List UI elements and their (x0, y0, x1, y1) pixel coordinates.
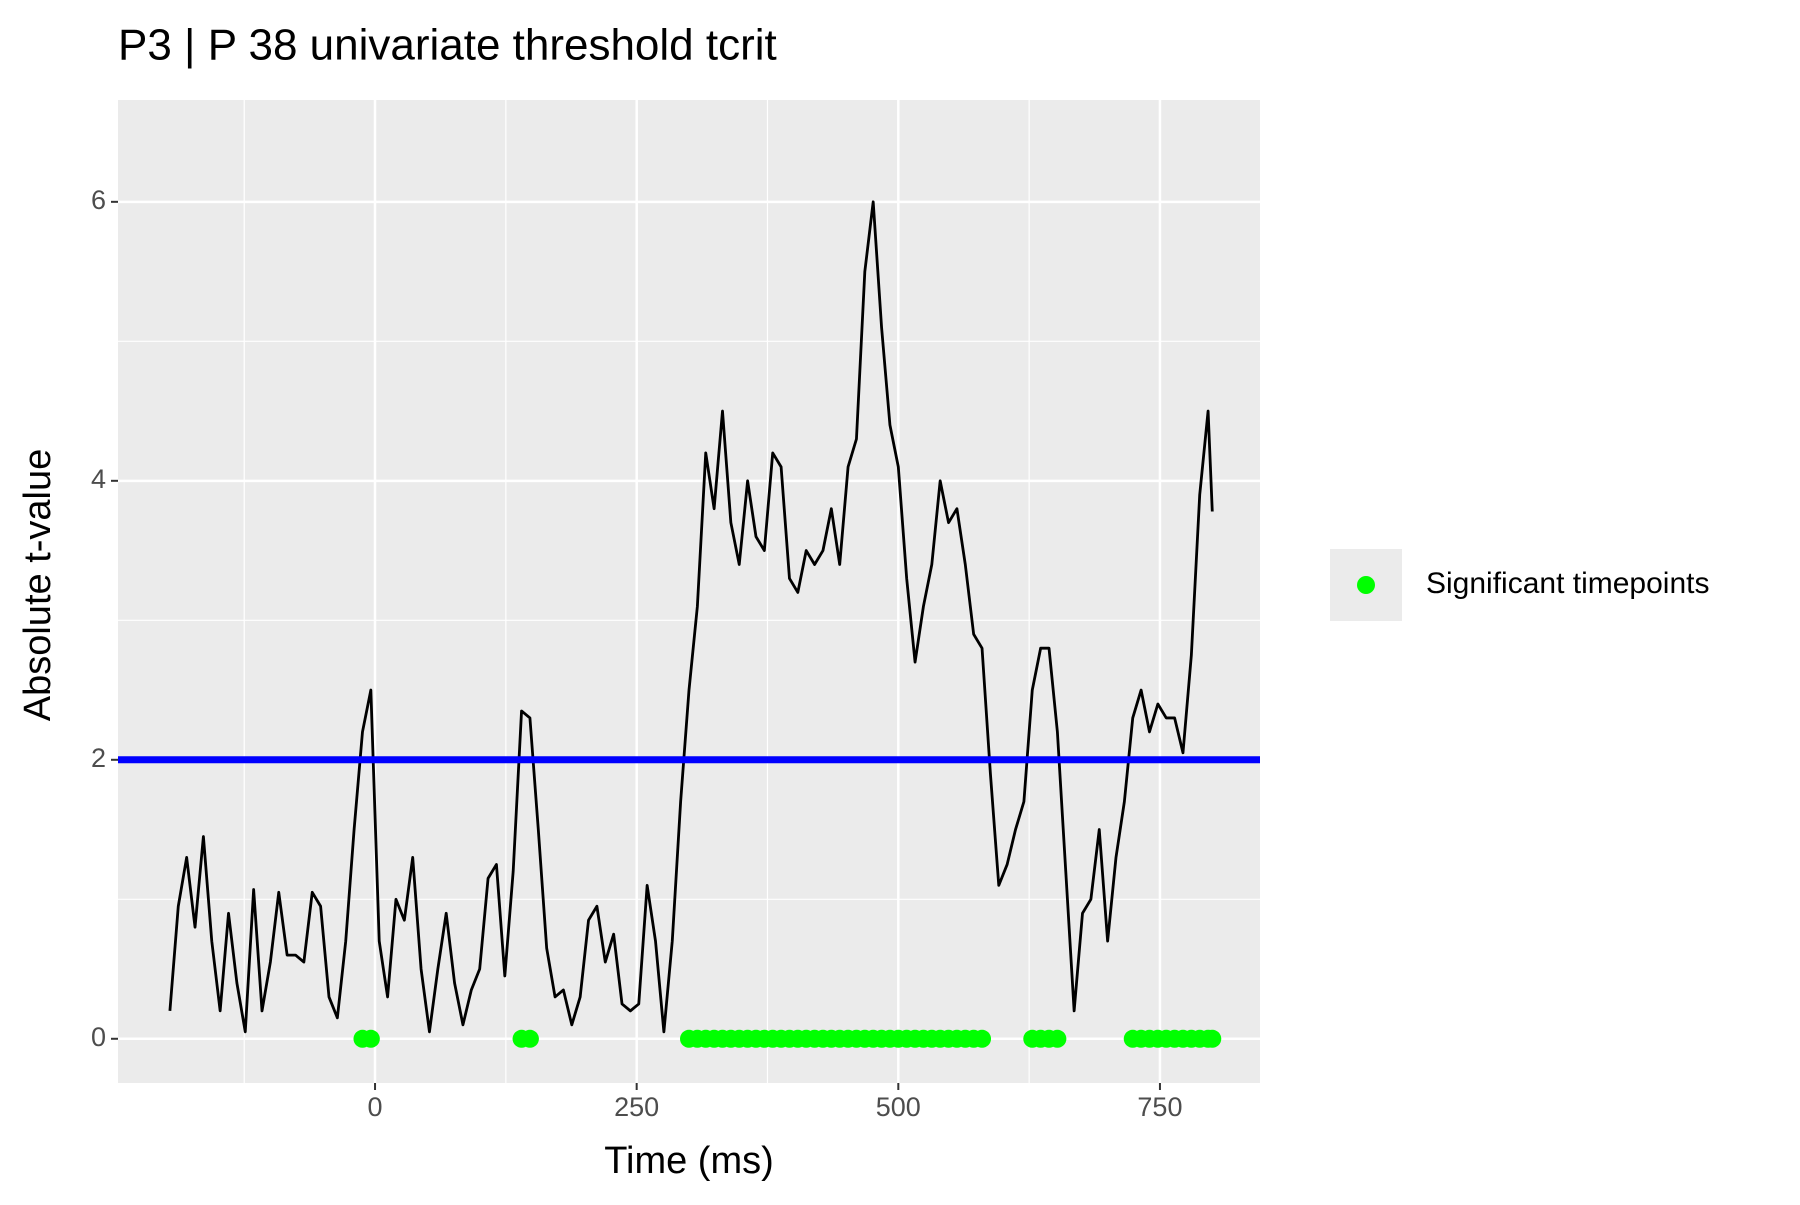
x-tick-label: 750 (1137, 1092, 1182, 1122)
y-axis-label: Absolute t-value (17, 449, 59, 722)
legend-label: Significant timepoints (1426, 567, 1709, 600)
point (973, 1029, 992, 1048)
plot-panel (118, 100, 1260, 1083)
legend-marker (1357, 576, 1375, 594)
y-tick-label: 6 (91, 185, 106, 215)
line (168, 200, 1214, 1034)
y-tick-label: 4 (91, 464, 106, 494)
x-tick-label: 250 (614, 1092, 659, 1122)
y-tick-label: 2 (91, 743, 106, 773)
point (1048, 1029, 1067, 1048)
point (520, 1029, 539, 1048)
point (1203, 1029, 1222, 1048)
x-tick-label: 500 (876, 1092, 921, 1122)
x-axis-label: Time (ms) (604, 1140, 774, 1182)
point (361, 1029, 380, 1048)
y-tick-label: 0 (91, 1022, 106, 1052)
chart-title: P3 | P 38 univariate threshold tcrit (118, 21, 777, 70)
x-tick-label: 0 (368, 1092, 383, 1122)
